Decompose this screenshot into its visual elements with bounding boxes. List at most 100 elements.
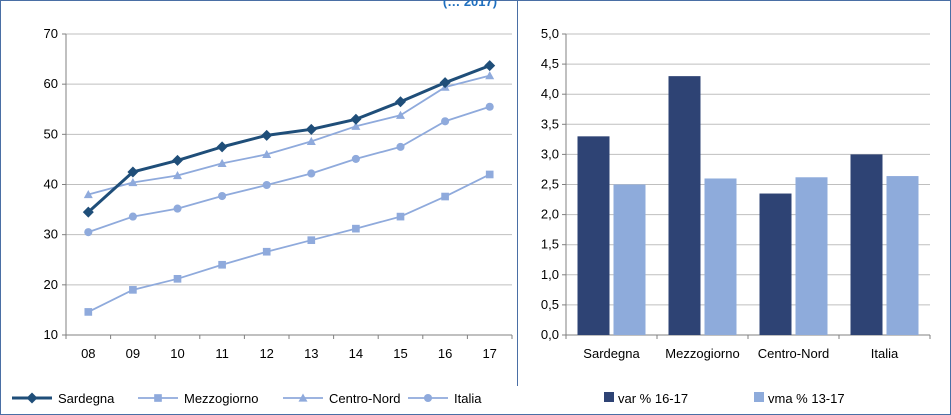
data-point-mezzogiorno — [352, 224, 360, 233]
legend-marker-centro-nord — [298, 393, 308, 402]
legend-label: Mezzogiorno — [184, 391, 258, 406]
data-point-centro-nord — [351, 121, 361, 130]
legend-item-italia: Italia — [408, 391, 482, 406]
series-line-sardegna — [87, 64, 491, 214]
legend-swatch-box — [754, 392, 764, 402]
data-point-sardegna — [261, 129, 273, 141]
bar-chart-y-tick-label: 4,5 — [541, 56, 559, 71]
line-chart: 10 20 30 40 50 60 70 08 09 10 11 12 13 14 15 16 17 — [44, 26, 513, 361]
data-point-mezzogiorno — [262, 247, 271, 256]
legend-item-vma-13-17: vma % 13-17 — [754, 391, 845, 406]
data-point-sardegna — [172, 154, 183, 166]
bar-var-16-17-mezzogiorno — [668, 76, 701, 335]
bar-vma-13-17-mezzogiorno — [704, 178, 737, 335]
line-chart-x-tick-label: 14 — [349, 346, 363, 361]
legend-marker-sardegna — [26, 392, 38, 404]
data-point-centro-nord — [128, 177, 138, 187]
line-chart-x-tick-label: 17 — [482, 346, 496, 361]
data-point-mezzogiorno — [307, 236, 316, 245]
bar-chart-x-tick-label: Mezzogiorno — [665, 346, 739, 361]
bar-chart-x-tick-label: Centro-Nord — [758, 346, 830, 361]
line-chart-x-tick-label: 13 — [304, 346, 318, 361]
bar-chart-y-tick-label: 3,5 — [541, 116, 559, 131]
line-chart-y-tick-label: 70 — [44, 26, 58, 41]
line-chart-x-tick-label: 15 — [393, 346, 407, 361]
data-point-mezzogiorno — [84, 308, 93, 316]
data-point-mezzogiorno — [218, 260, 226, 269]
data-point-sardegna — [127, 166, 139, 178]
figure-title-fragment: (… 2017) — [443, 0, 497, 9]
line-chart-y-tick-label: 10 — [44, 327, 58, 342]
line-chart-x-tick-label: 08 — [81, 346, 95, 361]
legend-marker-mezzogiorno — [154, 394, 162, 402]
line-chart-y-tick-label: 60 — [44, 76, 58, 91]
line-chart-x-tick-label: 09 — [126, 346, 140, 361]
line-chart-y-tick-label: 30 — [44, 227, 58, 242]
bar-chart-y-tick-label: 3,0 — [541, 146, 559, 161]
series-mezzogiorno — [84, 170, 494, 316]
series-centro-nord — [83, 71, 495, 199]
line-chart-x-tick-label: 12 — [259, 346, 273, 361]
data-point-sardegna — [82, 206, 94, 218]
data-point-centro-nord — [485, 71, 495, 80]
series-line-italia — [88, 105, 490, 234]
data-point-italia — [262, 180, 271, 190]
legend-item-sardegna: Sardegna — [12, 391, 115, 406]
data-point-sardegna — [350, 113, 362, 125]
data-point-italia — [218, 191, 227, 201]
line-chart-legend: Sardegna Mezzogiorno Centro-Nord Italia — [12, 391, 482, 406]
line-chart-x-tick-label: 11 — [215, 346, 229, 361]
data-point-sardegna — [439, 77, 451, 89]
data-point-centro-nord — [83, 190, 93, 199]
series-line-centro-nord — [88, 74, 490, 196]
series-italia — [84, 102, 494, 237]
line-chart-y-tick-label: 40 — [44, 177, 58, 192]
data-point-centro-nord — [173, 170, 182, 180]
data-point-mezzogiorno — [396, 212, 405, 221]
bar-chart-y-tick-label: 2,0 — [541, 207, 559, 222]
bar-chart-x-tick-label: Sardegna — [583, 346, 640, 361]
data-point-italia — [485, 102, 494, 111]
data-point-mezzogiorno — [173, 274, 182, 283]
bar-chart: 0,0 0,5 1,0 1,5 2,0 2,5 3,0 3,5 4,0 4,5 5,0 Sardegn… — [541, 26, 931, 361]
data-point-centro-nord — [396, 110, 405, 119]
data-point-mezzogiorno — [485, 170, 494, 179]
bar-vma-13-17-sardegna — [613, 184, 646, 335]
data-point-sardegna — [305, 123, 317, 135]
legend-label: var % 16-17 — [618, 391, 688, 406]
data-point-italia — [173, 204, 182, 213]
data-point-italia — [441, 117, 450, 126]
bar-chart-y-tick-label: 0,0 — [541, 327, 559, 342]
series-sardegna — [82, 60, 496, 218]
legend-item-mezzogiorno: Mezzogiorno — [138, 391, 258, 406]
legend-item-var-16-17: var % 16-17 — [604, 391, 688, 406]
data-point-italia — [307, 169, 316, 178]
data-point-italia — [351, 154, 360, 163]
data-point-centro-nord — [217, 158, 227, 168]
legend-marker-italia — [423, 393, 433, 403]
data-point-italia — [396, 142, 405, 151]
bar-var-16-17-sardegna — [577, 136, 610, 335]
data-point-mezzogiorno — [129, 286, 137, 294]
bar-vma-13-17-italia — [886, 176, 919, 335]
bar-chart-y-tick-label: 2,5 — [541, 177, 559, 192]
legend-label: Italia — [454, 391, 482, 406]
line-chart-y-tick-label: 50 — [44, 126, 58, 141]
series-line-mezzogiorno — [87, 173, 491, 313]
legend-label: Centro-Nord — [329, 391, 401, 406]
data-point-italia — [84, 228, 93, 237]
bar-chart-x-tick-label: Italia — [871, 346, 899, 361]
data-point-centro-nord — [262, 149, 272, 158]
bar-var-16-17-italia — [850, 154, 883, 335]
data-point-sardegna — [484, 60, 496, 72]
bar-vma-13-17-centro-nord — [795, 177, 828, 335]
bar-chart-y-tick-label: 1,0 — [541, 267, 559, 282]
data-point-mezzogiorno — [441, 192, 449, 201]
data-point-sardegna — [395, 96, 406, 108]
bar-chart-y-tick-label: 0,5 — [541, 297, 559, 312]
legend-swatch-box — [604, 392, 614, 402]
bar-chart-y-tick-label: 1,5 — [541, 237, 559, 252]
legend-item-centro-nord: Centro-Nord — [283, 391, 401, 406]
line-chart-y-tick-label: 20 — [44, 277, 58, 292]
